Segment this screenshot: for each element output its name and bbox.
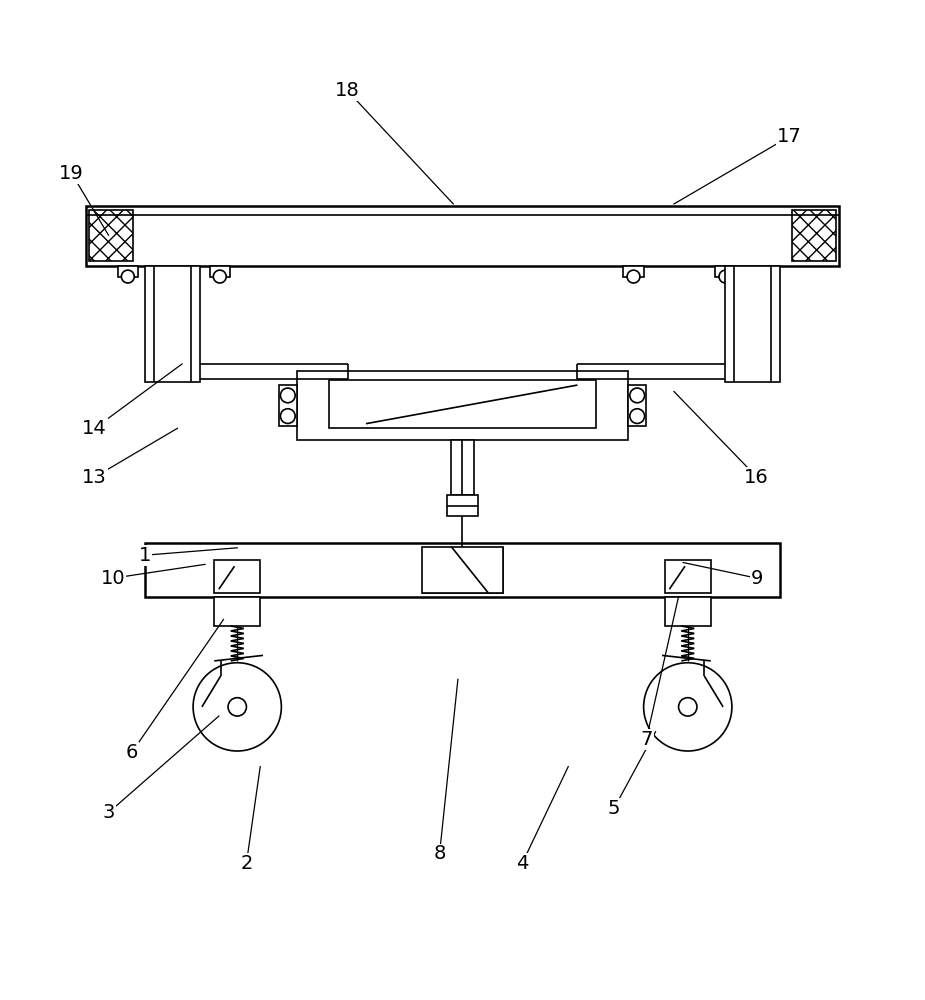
Bar [145, 543, 780, 597]
Bar [278, 385, 297, 426]
Bar [497, 547, 503, 593]
Circle shape [280, 409, 295, 423]
Circle shape [719, 270, 732, 283]
Bar [210, 266, 230, 277]
Text: 13: 13 [82, 468, 107, 487]
Bar [486, 547, 491, 593]
Bar [724, 266, 780, 382]
Circle shape [214, 270, 227, 283]
Bar [480, 547, 486, 593]
Bar [715, 266, 735, 277]
Bar [439, 547, 445, 593]
Text: 14: 14 [82, 419, 107, 438]
Text: 17: 17 [776, 127, 801, 146]
Bar [451, 547, 457, 593]
Text: 19: 19 [59, 164, 84, 183]
Bar [434, 547, 439, 593]
Circle shape [228, 698, 246, 716]
Bar [474, 547, 480, 593]
Bar [665, 560, 710, 593]
Bar [792, 210, 836, 261]
Text: 9: 9 [750, 569, 763, 588]
Bar [462, 547, 468, 593]
Circle shape [193, 663, 281, 751]
Text: 16: 16 [745, 468, 769, 487]
Bar [457, 547, 462, 593]
Circle shape [644, 663, 732, 751]
Bar [117, 266, 138, 277]
Text: 18: 18 [335, 81, 360, 100]
Text: 1: 1 [139, 546, 152, 565]
Text: 10: 10 [101, 569, 126, 588]
Text: 3: 3 [103, 803, 115, 822]
Bar [89, 210, 133, 261]
Text: 6: 6 [125, 743, 138, 762]
Bar [215, 597, 260, 626]
Bar [445, 547, 451, 593]
Text: 7: 7 [640, 730, 652, 749]
Bar [145, 266, 201, 382]
Circle shape [627, 270, 640, 283]
Bar [422, 547, 428, 593]
Text: 2: 2 [240, 854, 253, 873]
Bar [215, 560, 260, 593]
Circle shape [280, 388, 295, 403]
Bar [297, 371, 628, 440]
Circle shape [121, 270, 134, 283]
Bar [491, 547, 497, 593]
Circle shape [630, 388, 645, 403]
Bar [85, 206, 840, 266]
Circle shape [679, 698, 697, 716]
Circle shape [630, 409, 645, 423]
Bar [422, 547, 503, 593]
Bar [468, 547, 474, 593]
Text: 4: 4 [516, 854, 528, 873]
Text: 5: 5 [608, 799, 621, 818]
Bar [428, 547, 434, 593]
Bar [628, 385, 647, 426]
Bar [665, 597, 710, 626]
Bar [623, 266, 644, 277]
Bar [451, 440, 474, 495]
Bar [447, 495, 478, 516]
Text: 8: 8 [433, 844, 446, 863]
Bar [329, 380, 596, 428]
